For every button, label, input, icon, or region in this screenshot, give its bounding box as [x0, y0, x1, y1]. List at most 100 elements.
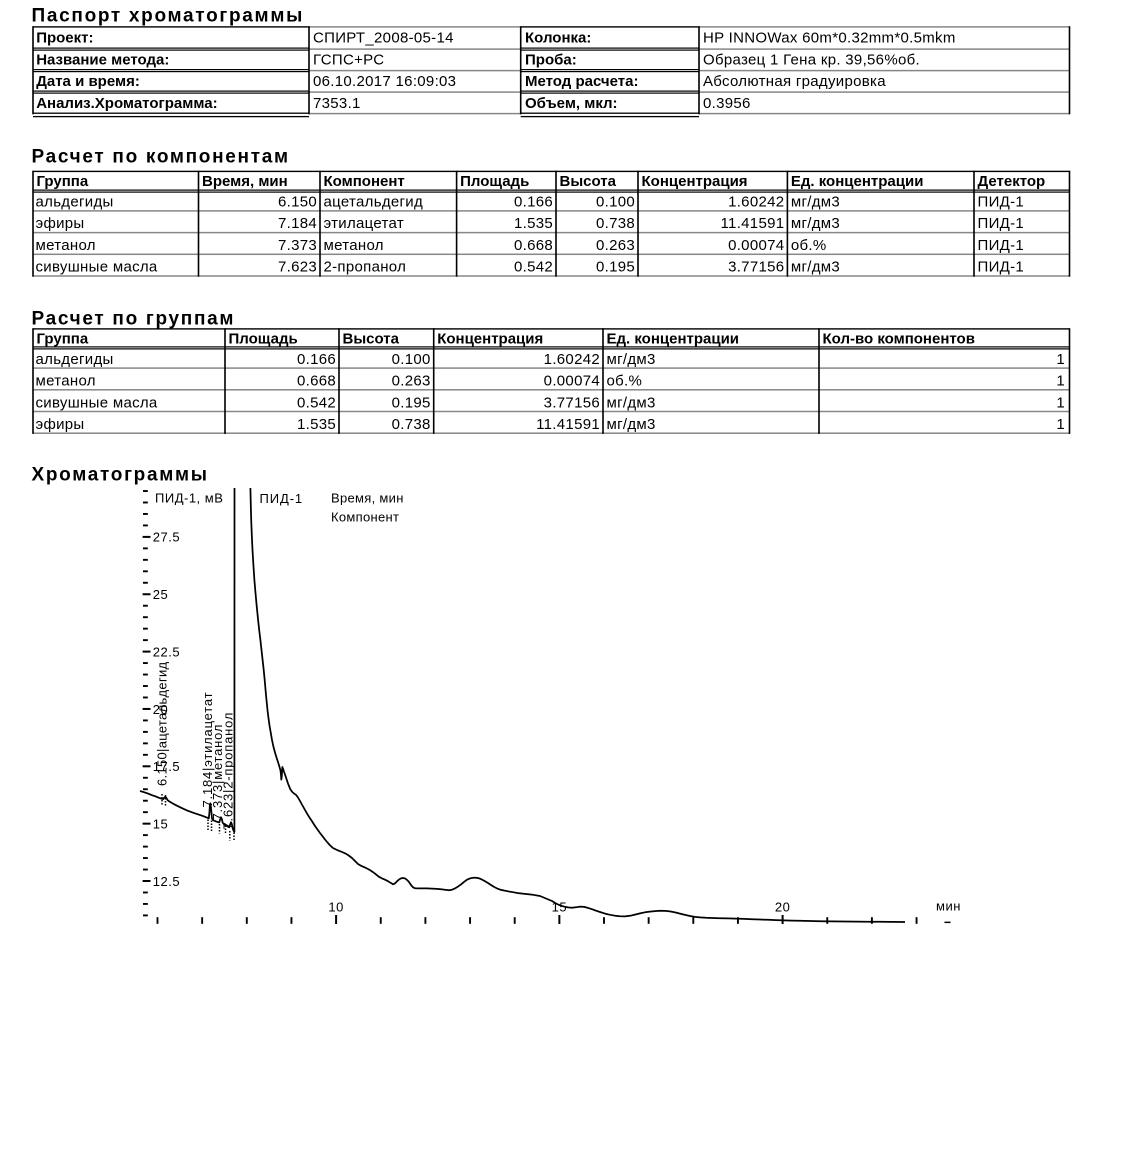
svg-text:Компонент: Компонент — [324, 173, 405, 190]
svg-text:1.535: 1.535 — [514, 215, 553, 232]
svg-text:Колонка:: Колонка: — [525, 30, 591, 47]
svg-text:0.738: 0.738 — [392, 416, 431, 433]
svg-text:Паспорт хроматограммы: Паспорт хроматограммы — [32, 5, 305, 26]
svg-text:6.150|ацетальдегид: 6.150|ацетальдегид — [154, 661, 169, 786]
svg-text:10: 10 — [328, 899, 343, 914]
svg-text:Ед. концентрации: Ед. концентрации — [791, 173, 924, 190]
svg-text:Группа: Группа — [37, 331, 89, 348]
svg-text:эфиры: эфиры — [36, 416, 85, 433]
svg-text:0.542: 0.542 — [297, 394, 336, 411]
svg-text:7.373: 7.373 — [278, 237, 317, 254]
svg-text:0.195: 0.195 — [596, 259, 635, 276]
svg-text:Метод расчета:: Метод расчета: — [525, 73, 638, 90]
svg-text:альдегиды: альдегиды — [36, 194, 114, 211]
svg-text:мг/дм3: мг/дм3 — [791, 194, 840, 211]
svg-text:0.100: 0.100 — [596, 194, 635, 211]
svg-text:Объем, мкл:: Объем, мкл: — [525, 95, 618, 112]
svg-text:сивушные масла: сивушные масла — [36, 394, 158, 411]
svg-text:1: 1 — [1056, 373, 1065, 390]
svg-text:Дата и время:: Дата и время: — [36, 73, 140, 90]
svg-text:мг/дм3: мг/дм3 — [607, 394, 656, 411]
svg-text:1: 1 — [1056, 394, 1065, 411]
svg-text:0.738: 0.738 — [596, 215, 635, 232]
svg-text:эфиры: эфиры — [36, 215, 85, 232]
svg-text:Время, мин: Время, мин — [331, 491, 404, 506]
svg-text:0.263: 0.263 — [596, 237, 635, 254]
svg-text:ГСПС+РС: ГСПС+РС — [313, 51, 384, 68]
svg-text:Ед. концентрации: Ед. концентрации — [607, 331, 740, 348]
svg-text:06.10.2017 16:09:03: 06.10.2017 16:09:03 — [313, 73, 456, 90]
svg-text:17.5: 17.5 — [153, 759, 180, 774]
svg-text:0.100: 0.100 — [392, 351, 431, 368]
svg-text:7.184: 7.184 — [278, 215, 317, 232]
svg-text:Концентрация: Концентрация — [642, 173, 748, 190]
svg-text:1: 1 — [1056, 351, 1065, 368]
svg-text:ПИД-1: ПИД-1 — [978, 194, 1025, 211]
svg-text:Концентрация: Концентрация — [437, 331, 543, 348]
svg-text:12.5: 12.5 — [153, 874, 180, 889]
svg-text:об.%: об.% — [791, 237, 827, 254]
svg-text:HP INNOWax 60m*0.32mm*0.5mkm: HP INNOWax 60m*0.32mm*0.5mkm — [703, 30, 956, 47]
svg-text:20: 20 — [775, 899, 790, 914]
svg-text:3.77156: 3.77156 — [544, 394, 600, 411]
svg-text:22.5: 22.5 — [153, 644, 180, 659]
svg-text:0.668: 0.668 — [514, 237, 553, 254]
svg-text:1.60242: 1.60242 — [544, 351, 600, 368]
svg-text:1: 1 — [1056, 416, 1065, 433]
svg-text:Расчет по компонентам: Расчет по компонентам — [32, 147, 290, 168]
svg-text:Проект:: Проект: — [36, 30, 93, 47]
svg-text:сивушные масла: сивушные масла — [36, 259, 158, 276]
svg-text:ПИД-1, мВ: ПИД-1, мВ — [155, 490, 223, 505]
svg-text:7353.1: 7353.1 — [313, 95, 361, 112]
svg-text:Абсолютная градуировка: Абсолютная градуировка — [703, 73, 886, 90]
svg-text:мин: мин — [936, 899, 961, 914]
svg-text:Образец 1 Гена кр. 39,56%об.: Образец 1 Гена кр. 39,56%об. — [703, 51, 920, 68]
svg-text:2-пропанол: 2-пропанол — [324, 259, 407, 276]
svg-text:этилацетат: этилацетат — [324, 215, 405, 232]
svg-text:Название метода:: Название метода: — [36, 51, 169, 68]
svg-text:метанол: метанол — [36, 373, 96, 390]
svg-text:мг/дм3: мг/дм3 — [607, 416, 656, 433]
svg-text:Время, мин: Время, мин — [202, 173, 288, 190]
svg-text:мг/дм3: мг/дм3 — [607, 351, 656, 368]
svg-text:метанол: метанол — [36, 237, 96, 254]
svg-text:15: 15 — [153, 816, 168, 831]
svg-text:7.623|2-пропанол: 7.623|2-пропанол — [220, 712, 235, 830]
svg-text:7.184|этилацетат: 7.184|этилацетат — [200, 692, 215, 808]
svg-text:0.542: 0.542 — [514, 259, 553, 276]
svg-text:мг/дм3: мг/дм3 — [791, 259, 840, 276]
svg-text:0.263: 0.263 — [392, 373, 431, 390]
svg-text:27.5: 27.5 — [153, 530, 180, 545]
svg-text:Высота: Высота — [343, 331, 400, 348]
svg-text:25: 25 — [153, 587, 168, 602]
svg-text:1.60242: 1.60242 — [728, 194, 784, 211]
svg-text:0.166: 0.166 — [297, 351, 336, 368]
svg-text:Хроматограммы: Хроматограммы — [32, 465, 209, 486]
svg-text:0.166: 0.166 — [514, 194, 553, 211]
svg-text:Кол-во компонентов: Кол-во компонентов — [823, 331, 975, 348]
svg-text:11.41591: 11.41591 — [721, 215, 785, 232]
svg-text:Площадь: Площадь — [229, 331, 298, 348]
svg-text:об.%: об.% — [607, 373, 643, 390]
svg-text:ПИД-1: ПИД-1 — [978, 237, 1025, 254]
svg-text:7.623: 7.623 — [278, 259, 317, 276]
svg-text:Высота: Высота — [560, 173, 617, 190]
svg-text:Детектор: Детектор — [978, 173, 1046, 190]
svg-text:20: 20 — [153, 702, 168, 717]
svg-text:ПИД-1: ПИД-1 — [978, 259, 1025, 276]
svg-text:метанол: метанол — [324, 237, 384, 254]
svg-text:Компонент: Компонент — [331, 510, 399, 525]
svg-text:0.00074: 0.00074 — [728, 237, 784, 254]
svg-text:6.150: 6.150 — [278, 194, 317, 211]
svg-text:0.668: 0.668 — [297, 373, 336, 390]
svg-text:0.00074: 0.00074 — [544, 373, 600, 390]
svg-text:Расчет по группам: Расчет по группам — [32, 309, 236, 330]
svg-text:0.195: 0.195 — [392, 394, 431, 411]
svg-text:мг/дм3: мг/дм3 — [791, 215, 840, 232]
svg-text:ПИД-1: ПИД-1 — [260, 491, 304, 506]
svg-text:Группа: Группа — [37, 173, 89, 190]
svg-text:ПИД-1: ПИД-1 — [978, 215, 1025, 232]
svg-text:Анализ.Хроматограмма:: Анализ.Хроматограмма: — [36, 95, 217, 112]
svg-text:1.535: 1.535 — [297, 416, 336, 433]
svg-text:альдегиды: альдегиды — [36, 351, 114, 368]
